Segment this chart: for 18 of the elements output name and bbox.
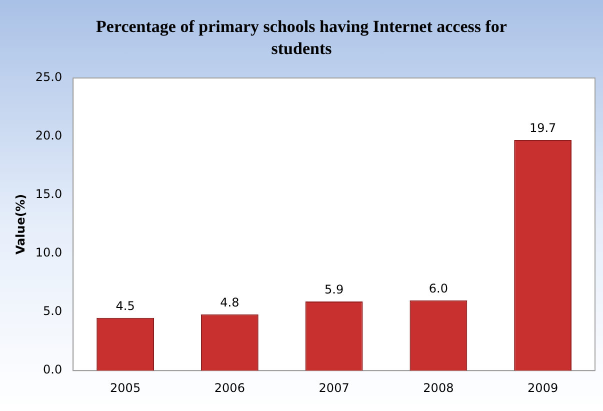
x-tick-label: 2006 xyxy=(214,380,245,395)
y-tick-label: 15.0 xyxy=(35,187,62,202)
data-label: 6.0 xyxy=(428,282,448,296)
x-tick-label: 2007 xyxy=(318,380,350,395)
y-tick-label: 0.0 xyxy=(43,362,62,377)
y-tick-label: 20.0 xyxy=(35,128,62,143)
data-label: 4.5 xyxy=(116,299,135,314)
x-tick-label: 2008 xyxy=(423,380,454,395)
data-label: 19.7 xyxy=(529,121,556,136)
y-axis-title: Value(%) xyxy=(13,194,28,255)
y-tick-label: 10.0 xyxy=(35,246,62,260)
x-tick-label: 2009 xyxy=(528,380,558,395)
x-tick-label: 2005 xyxy=(110,380,141,395)
data-label: 4.8 xyxy=(220,296,240,310)
data-label: 5.9 xyxy=(324,282,344,297)
y-tick-label: 5.0 xyxy=(43,304,62,318)
chart-title: Percentage of primary schools having Internet access for students xyxy=(95,16,508,60)
y-tick-label: 25.0 xyxy=(35,70,62,84)
